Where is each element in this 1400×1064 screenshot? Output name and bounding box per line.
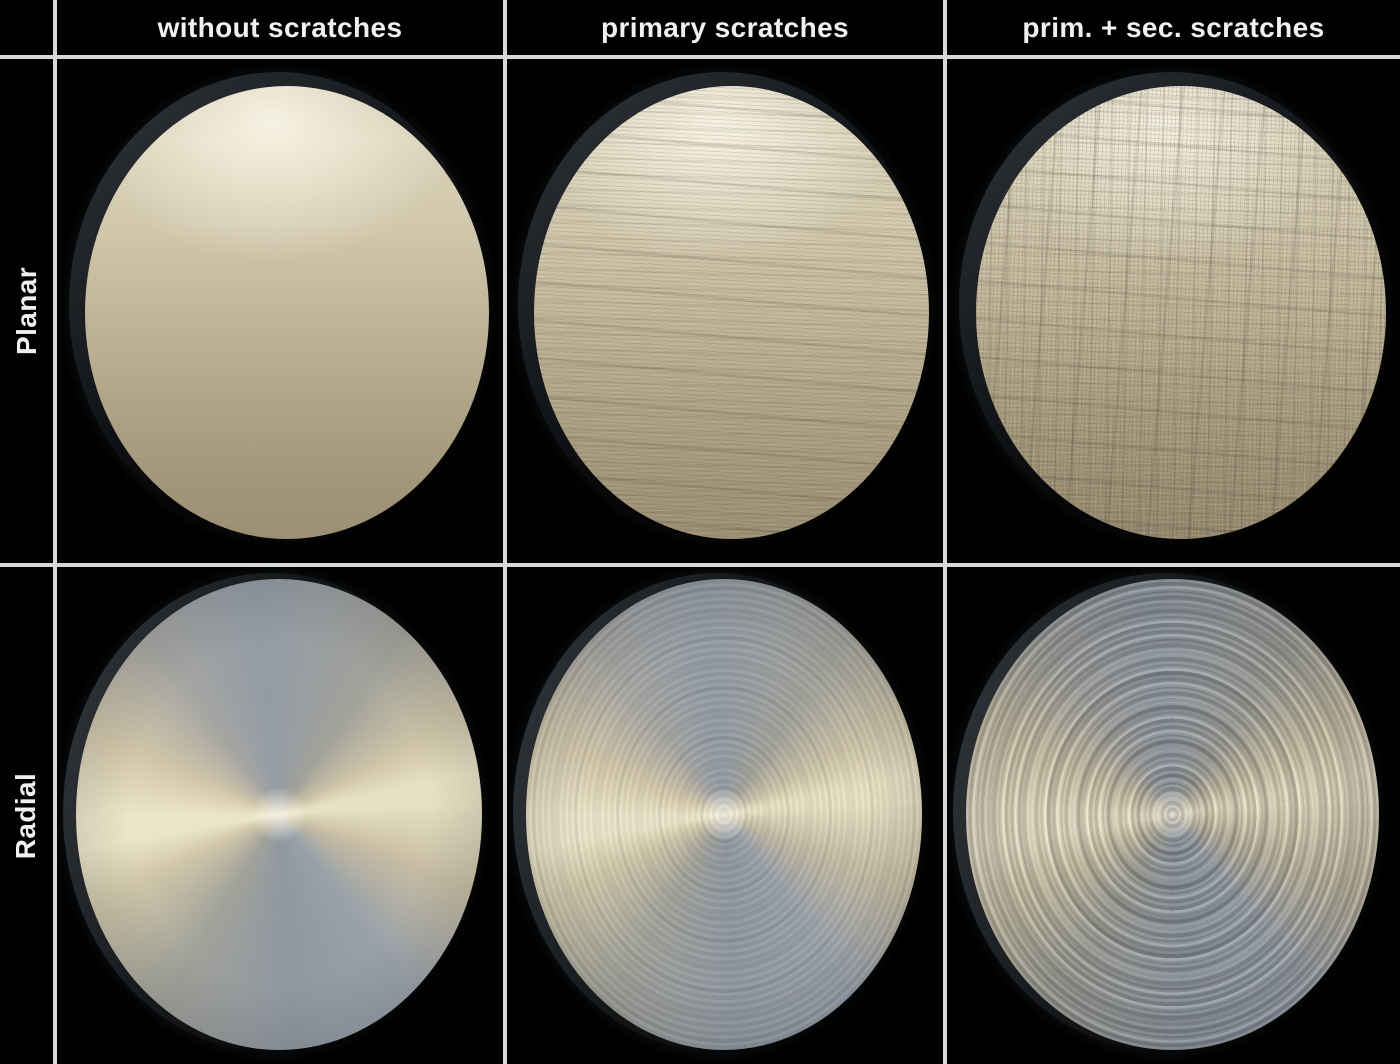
disc-face-radial-smooth <box>76 579 483 1050</box>
row-header-label: Radial <box>10 772 42 859</box>
column-header-prim-sec-scratches: prim. + sec. scratches <box>947 0 1400 55</box>
column-header-label: without scratches <box>157 11 403 43</box>
row-header-planar: Planar <box>0 59 53 563</box>
disc-face-planar-smooth <box>85 86 490 539</box>
cell-planar-prim-sec-scratches <box>947 59 1400 563</box>
column-header-without-scratches: without scratches <box>57 0 503 55</box>
cell-planar-primary-scratches <box>507 59 943 563</box>
disc-face-planar-prim-sec-scratches <box>975 86 1386 539</box>
disc-face-radial-prim-sec-scratches <box>966 579 1379 1050</box>
cell-radial-without-scratches <box>57 567 503 1064</box>
row-header-label: Planar <box>10 267 42 355</box>
cell-planar-without-scratches <box>57 59 503 563</box>
column-header-label: prim. + sec. scratches <box>1022 11 1325 43</box>
disc-face-radial-primary-scratches <box>525 579 923 1050</box>
row-header-radial: Radial <box>0 567 53 1064</box>
corner-cell <box>0 0 53 55</box>
column-header-primary-scratches: primary scratches <box>507 0 943 55</box>
disc-face-planar-primary-scratches <box>534 86 930 539</box>
cell-radial-primary-scratches <box>507 567 943 1064</box>
column-header-label: primary scratches <box>600 11 850 43</box>
cell-radial-prim-sec-scratches <box>947 567 1400 1064</box>
